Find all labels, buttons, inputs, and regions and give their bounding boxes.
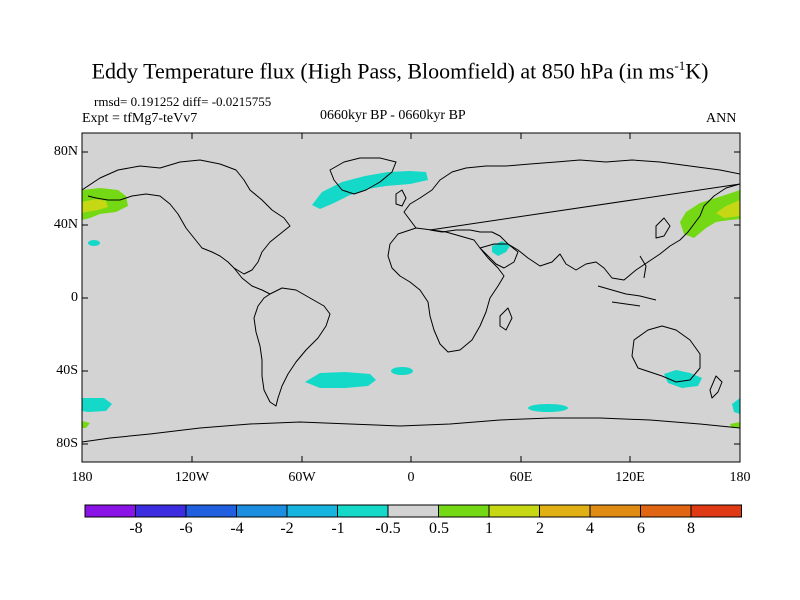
colorbar-swatch	[84, 504, 136, 518]
anomaly-s-pacific-east	[732, 398, 740, 414]
map-background	[82, 133, 740, 462]
anomaly-n-pacific-east	[680, 190, 740, 238]
colorbar-swatch	[640, 504, 692, 518]
anomaly-s-pacific-east-green	[730, 422, 740, 428]
anomaly-s-atlantic-small	[391, 367, 413, 375]
colorbar-swatch	[286, 504, 338, 518]
y-tick-80s: 80S	[56, 436, 78, 451]
x-tick-120e: 120E	[615, 470, 645, 485]
colorbar-label: -6	[179, 520, 193, 537]
coast-philippines	[639, 255, 647, 279]
coast-australia	[631, 325, 701, 383]
coast-madagascar	[499, 307, 513, 331]
coast-new-zealand	[709, 375, 723, 399]
coast-south-america	[253, 287, 331, 407]
x-tick-60w: 60W	[288, 470, 316, 485]
title-main: Eddy Temperature flux (High Pass, Bloomf…	[91, 58, 675, 84]
colorbar-swatch	[690, 504, 742, 518]
colorbar	[84, 504, 742, 518]
colorbar-swatch	[387, 504, 439, 518]
anomaly-n-pacific-east-inner	[716, 200, 740, 218]
colorbar-swatch	[236, 504, 288, 518]
x-tick-180w: 180	[71, 470, 93, 485]
stats-line: rmsd= 0.191252 diff= -0.0215755	[94, 94, 272, 109]
colorbar-label: 2	[536, 520, 544, 537]
x-tick-60e: 60E	[509, 470, 533, 485]
colorbar-swatch	[488, 504, 540, 518]
coast-indonesia	[597, 285, 657, 307]
y-tick-40n: 40N	[53, 217, 78, 232]
y-tick-0: 0	[71, 290, 78, 305]
x-tick-180e: 180	[729, 470, 751, 485]
title-end: K)	[685, 58, 709, 84]
colorbar-swatch	[539, 504, 591, 518]
coast-central-america	[233, 267, 271, 295]
colorbar-swatch	[185, 504, 237, 518]
coast-antarctica	[82, 417, 740, 443]
anomaly-n-atlantic	[312, 171, 428, 209]
anomaly-s-indian-small	[528, 404, 568, 412]
axis-ticks	[82, 133, 740, 462]
season-label: ANN	[706, 111, 737, 126]
colorbar-label: 1	[485, 520, 493, 537]
colorbar-swatch	[589, 504, 641, 518]
colorbar-label: -8	[129, 520, 143, 537]
anomaly-arabia	[492, 241, 510, 256]
anomaly-s-pacific-west-green	[82, 421, 90, 428]
x-tick-120w: 120W	[174, 470, 210, 485]
colorbar-label: 4	[586, 520, 594, 537]
coast-north-america	[82, 159, 291, 275]
anomaly-s-atlantic	[305, 372, 376, 388]
y-tick-40s: 40S	[56, 363, 78, 378]
colorbar-swatch	[135, 504, 187, 518]
anomaly-n-pacific-small	[88, 240, 100, 246]
coast-japan	[655, 217, 671, 239]
colorbar-label: -1	[331, 520, 345, 537]
plot-title: Eddy Temperature flux (High Pass, Bloomf…	[0, 58, 800, 84]
coast-greenland	[329, 157, 397, 195]
x-tick-0: 0	[407, 470, 415, 485]
coastlines	[82, 157, 740, 443]
coast-eurasia	[403, 159, 740, 281]
anomaly-s-indian	[664, 370, 702, 388]
anomaly-s-pacific-west	[82, 398, 112, 412]
colorbar-label: 6	[637, 520, 645, 537]
colorbar-label: 0.5	[429, 520, 449, 537]
period-label: 0660kyr BP - 0660kyr BP	[320, 108, 466, 123]
coast-uk	[395, 189, 407, 207]
colorbar-label: -0.5	[375, 520, 401, 537]
colorbar-label: -4	[230, 520, 244, 537]
title-superscript: -1	[674, 58, 686, 73]
colorbar-label: 8	[687, 520, 695, 537]
colorbar-label: -2	[280, 520, 294, 537]
anomaly-n-pacific-west-inner	[82, 199, 108, 213]
experiment-label: Expt = tfMg7-teVv7	[82, 111, 198, 126]
coast-africa	[387, 227, 505, 353]
colorbar-swatch	[337, 504, 389, 518]
anomaly-shading	[82, 171, 740, 428]
colorbar-swatch	[438, 504, 490, 518]
coast-arabia	[479, 243, 519, 269]
y-tick-80n: 80N	[53, 144, 78, 159]
